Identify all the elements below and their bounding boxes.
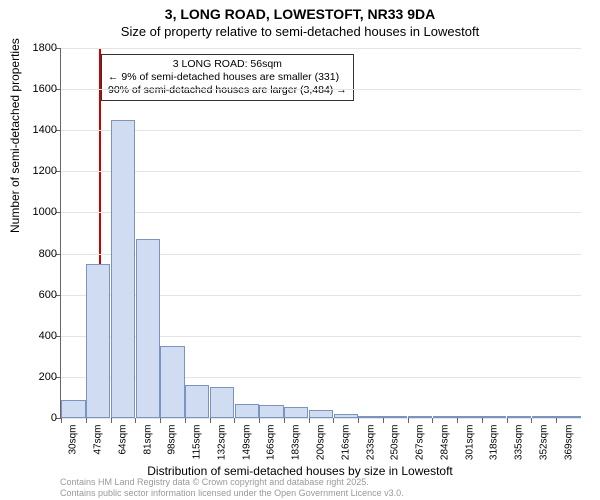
x-tick-label: 200sqm: [316, 425, 327, 465]
histogram-bar: [309, 410, 333, 418]
x-tick: [432, 418, 433, 423]
x-tick-label: 250sqm: [390, 425, 401, 465]
x-tick-label: 352sqm: [538, 425, 549, 465]
histogram-bar: [86, 264, 110, 418]
histogram-bar: [457, 416, 481, 418]
annotation-title: 3 LONG ROAD: 56sqm: [108, 58, 347, 71]
histogram-bar: [160, 346, 184, 418]
chart-title: 3, LONG ROAD, LOWESTOFT, NR33 9DA: [0, 6, 600, 22]
histogram-bar: [284, 407, 308, 418]
x-tick-label: 132sqm: [216, 425, 227, 465]
x-tick: [507, 418, 508, 423]
x-tick-label: 81sqm: [142, 425, 153, 465]
x-tick: [457, 418, 458, 423]
gridline: [61, 212, 581, 213]
x-tick-label: 369sqm: [563, 425, 574, 465]
y-tick-label: 1600: [17, 83, 57, 95]
x-tick-label: 115sqm: [192, 425, 203, 465]
x-tick: [284, 418, 285, 423]
histogram-bar: [334, 414, 358, 418]
chart-subtitle: Size of property relative to semi-detach…: [0, 24, 600, 39]
x-tick: [135, 418, 136, 423]
annotation-line-smaller: ← 9% of semi-detached houses are smaller…: [108, 71, 347, 84]
x-tick: [408, 418, 409, 423]
histogram-bar: [433, 416, 457, 418]
x-tick: [61, 418, 62, 423]
x-tick: [383, 418, 384, 423]
x-tick: [333, 418, 334, 423]
x-tick: [234, 418, 235, 423]
histogram-bar: [507, 416, 531, 418]
y-tick-label: 1000: [17, 206, 57, 218]
annotation-line-larger: 90% of semi-detached houses are larger (…: [108, 84, 347, 97]
histogram-bar: [408, 416, 432, 418]
gridline: [61, 89, 581, 90]
histogram-bar: [556, 416, 580, 418]
x-tick-label: 30sqm: [68, 425, 79, 465]
x-tick: [86, 418, 87, 423]
plot-area: 3 LONG ROAD: 56sqm ← 9% of semi-detached…: [60, 48, 581, 419]
x-tick-label: 233sqm: [365, 425, 376, 465]
gridline: [61, 171, 581, 172]
credit-line2: Contains public sector information licen…: [60, 488, 404, 498]
histogram-bar: [259, 405, 283, 418]
x-tick-label: 64sqm: [117, 425, 128, 465]
x-tick: [160, 418, 161, 423]
x-tick: [309, 418, 310, 423]
x-tick-label: 183sqm: [291, 425, 302, 465]
x-tick: [358, 418, 359, 423]
histogram-bar: [136, 239, 160, 418]
gridline: [61, 418, 581, 419]
x-tick-label: 166sqm: [266, 425, 277, 465]
x-tick-label: 98sqm: [167, 425, 178, 465]
histogram-bar: [383, 416, 407, 418]
histogram-bar: [482, 416, 506, 418]
x-tick: [482, 418, 483, 423]
histogram-bar: [111, 120, 135, 418]
x-tick: [111, 418, 112, 423]
histogram-chart: 3, LONG ROAD, LOWESTOFT, NR33 9DA Size o…: [0, 0, 600, 500]
annotation-box: 3 LONG ROAD: 56sqm ← 9% of semi-detached…: [101, 54, 354, 101]
y-tick-label: 800: [17, 248, 57, 260]
histogram-bar: [358, 416, 382, 418]
y-tick-label: 400: [17, 330, 57, 342]
y-tick-label: 1400: [17, 124, 57, 136]
x-tick-label: 284sqm: [439, 425, 450, 465]
x-tick-label: 216sqm: [340, 425, 351, 465]
histogram-bar: [235, 404, 259, 418]
y-tick-label: 1200: [17, 165, 57, 177]
x-tick: [210, 418, 211, 423]
y-tick-label: 200: [17, 371, 57, 383]
y-tick-label: 600: [17, 289, 57, 301]
histogram-bar: [185, 385, 209, 418]
x-tick-label: 335sqm: [514, 425, 525, 465]
y-tick-label: 0: [17, 412, 57, 424]
x-tick: [556, 418, 557, 423]
histogram-bar: [61, 400, 85, 419]
y-tick-label: 1800: [17, 42, 57, 54]
histogram-bar: [210, 387, 234, 418]
x-tick-label: 149sqm: [241, 425, 252, 465]
credit-line1: Contains HM Land Registry data © Crown c…: [60, 477, 404, 487]
x-tick-label: 318sqm: [489, 425, 500, 465]
x-tick: [185, 418, 186, 423]
gridline: [61, 48, 581, 49]
x-axis-label: Distribution of semi-detached houses by …: [0, 464, 600, 478]
gridline: [61, 130, 581, 131]
x-tick-label: 301sqm: [464, 425, 475, 465]
x-tick-label: 267sqm: [415, 425, 426, 465]
x-tick-label: 47sqm: [93, 425, 104, 465]
x-tick: [531, 418, 532, 423]
credit-text: Contains HM Land Registry data © Crown c…: [60, 477, 404, 498]
x-tick: [259, 418, 260, 423]
histogram-bar: [532, 416, 556, 418]
